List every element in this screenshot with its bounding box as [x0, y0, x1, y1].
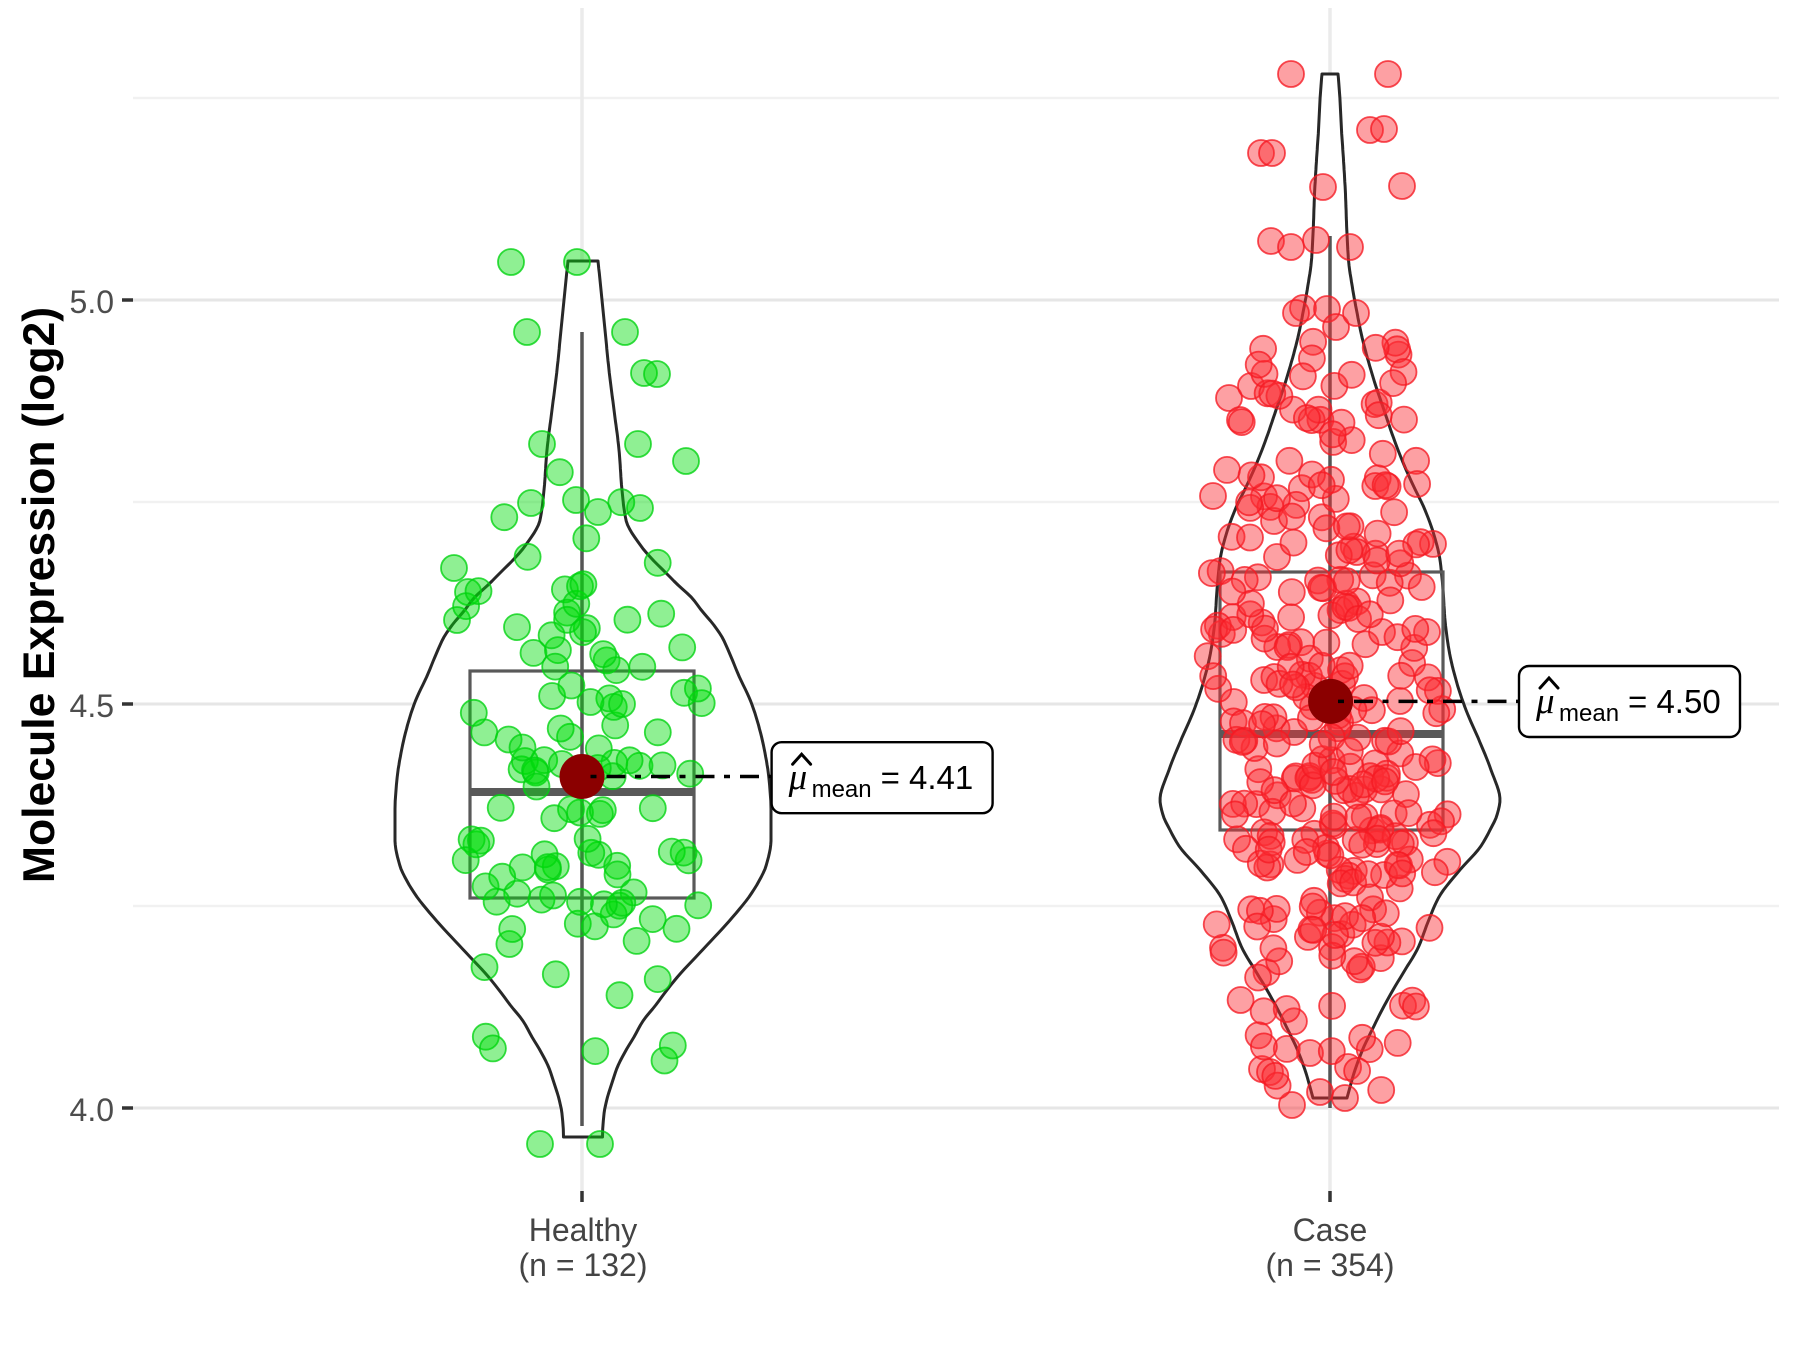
svg-text:4.5: 4.5 — [70, 688, 114, 724]
svg-text:= 4.41: = 4.41 — [881, 759, 974, 796]
svg-text:Case: Case — [1293, 1212, 1368, 1248]
svg-text:mean: mean — [1559, 700, 1619, 727]
svg-text:mean: mean — [812, 776, 872, 803]
svg-text:5.0: 5.0 — [70, 284, 114, 320]
svg-text:μ: μ — [1535, 681, 1555, 722]
svg-text:Molecule Expression (log2): Molecule Expression (log2) — [15, 307, 64, 883]
svg-text:(n = 354): (n = 354) — [1266, 1247, 1395, 1283]
svg-text:(n = 132): (n = 132) — [519, 1247, 648, 1283]
svg-text:Healthy: Healthy — [529, 1212, 638, 1248]
svg-text:= 4.50: = 4.50 — [1628, 683, 1721, 720]
svg-text:4.0: 4.0 — [70, 1092, 114, 1128]
svg-text:μ: μ — [788, 757, 808, 798]
